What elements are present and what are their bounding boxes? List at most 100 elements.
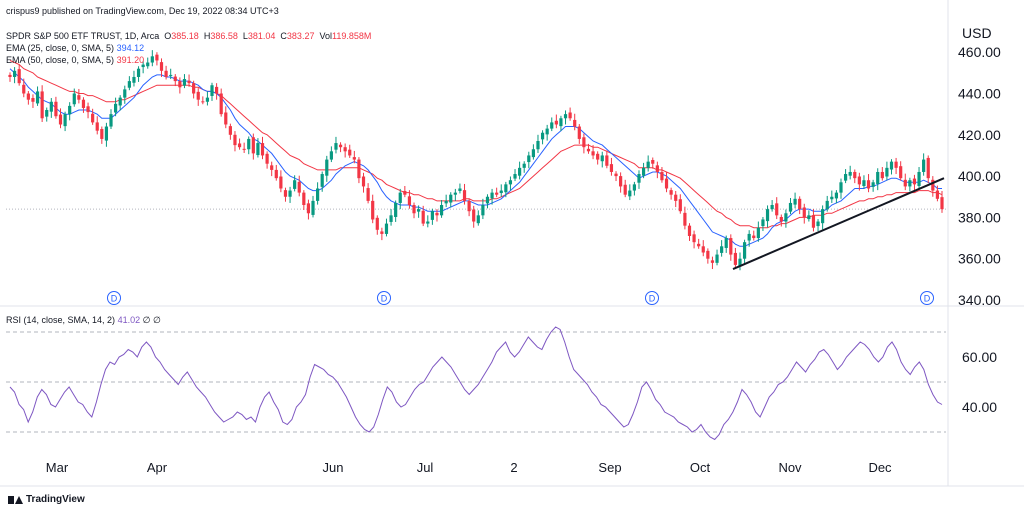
price-tick-label: 340.00 <box>958 292 1001 308</box>
candle-body <box>678 199 682 212</box>
ema50-legend[interactable]: EMA (50, close, 0, SMA, 5) 391.20 <box>6 55 144 66</box>
candle-body <box>848 171 852 176</box>
candle-body <box>793 198 797 205</box>
candle-body <box>811 215 816 228</box>
candle-body <box>403 190 407 195</box>
candle-body <box>100 129 104 139</box>
candle-body <box>651 159 655 164</box>
candle-body <box>495 192 499 195</box>
dividend-marker-label: D <box>924 294 931 304</box>
candle-body <box>866 180 871 189</box>
candle-body <box>31 98 35 102</box>
candle-body <box>311 200 315 215</box>
dividend-marker-icon <box>107 291 121 305</box>
candle-body <box>210 85 214 96</box>
candle-body <box>540 132 545 140</box>
dividend-marker-icon <box>920 291 934 305</box>
candle-body <box>109 114 113 127</box>
candle-body <box>375 217 379 230</box>
candle-body <box>853 171 857 179</box>
candle-body <box>628 190 632 197</box>
candle-body <box>306 203 311 214</box>
candle-body <box>559 118 563 127</box>
candle-body <box>609 164 614 172</box>
ema25-line <box>9 68 942 247</box>
candle-body <box>279 176 283 189</box>
candle-body <box>742 242 747 259</box>
candle-body <box>86 106 90 113</box>
candle-body <box>876 171 880 184</box>
time-tick-label: Jul <box>417 460 434 475</box>
open-value: 385.18 <box>171 31 199 41</box>
candle-body <box>95 122 99 131</box>
ema25-legend[interactable]: EMA (25, close, 0, SMA, 5) 394.12 <box>6 43 144 54</box>
close-value: 383.27 <box>286 31 315 41</box>
tradingview-logo-icon <box>8 495 23 504</box>
ema50-line <box>9 60 943 229</box>
candle-body <box>132 76 136 83</box>
candle-body <box>22 84 26 94</box>
candle-body <box>720 246 724 253</box>
candle-body <box>839 182 843 193</box>
rsi-line <box>9 326 943 441</box>
candle-body <box>251 137 255 154</box>
price-tick-label: 360.00 <box>958 251 1001 267</box>
candle-body <box>518 167 522 176</box>
rsi-label: RSI (14, close, SMA, 14, 2) <box>6 315 116 325</box>
price-tick-label: 460.00 <box>958 44 1001 60</box>
candle-body <box>664 178 669 189</box>
candle-body <box>522 163 526 168</box>
candle-body <box>136 68 141 77</box>
candle-body <box>586 148 591 152</box>
candle-body <box>35 91 40 104</box>
candle-body <box>8 74 12 77</box>
candle-body <box>752 235 756 239</box>
candle-body <box>710 260 715 263</box>
candle-body <box>669 190 673 195</box>
candle-body <box>706 250 710 259</box>
candle-body <box>724 238 728 248</box>
candle-body <box>531 149 535 158</box>
ema50-label: EMA (50, close, 0, SMA, 5) <box>6 55 115 65</box>
candle-body <box>641 167 646 176</box>
time-tick-label: Nov <box>778 460 802 475</box>
candle-body <box>201 101 205 103</box>
candle-body <box>802 207 806 218</box>
candle-body <box>472 209 476 222</box>
published-text: crispus9 published on TradingView.com, D… <box>6 6 279 16</box>
candle-body <box>150 56 154 63</box>
price-tick-label: 440.00 <box>958 86 1001 102</box>
candle-body <box>426 221 430 224</box>
candle-body <box>196 91 200 100</box>
candle-body <box>242 148 246 150</box>
candle-body <box>885 167 889 177</box>
candle-body <box>504 184 508 193</box>
candle-body <box>889 161 894 170</box>
candle-body <box>361 176 366 187</box>
candle-body <box>320 174 324 187</box>
candle-body <box>302 192 306 206</box>
candle-body <box>821 209 825 224</box>
candle-body <box>798 198 802 210</box>
rsi-legend[interactable]: RSI (14, close, SMA, 14, 2) 41.02 ∅ ∅ <box>6 315 161 326</box>
candle-body <box>366 188 370 201</box>
candle-body <box>233 134 237 146</box>
candle-body <box>228 126 232 135</box>
candle-body <box>270 165 274 170</box>
published-line: crispus9 published on TradingView.com, D… <box>6 6 279 17</box>
ema50-value: 391.20 <box>116 55 145 65</box>
candle-body <box>940 197 944 210</box>
ema25-value: 394.12 <box>116 43 145 53</box>
candle-body <box>554 120 558 125</box>
tradingview-brand[interactable]: TradingView <box>8 494 85 505</box>
candle-body <box>12 70 17 77</box>
candle-body <box>747 233 751 241</box>
candle-body <box>159 62 164 71</box>
candle-body <box>788 202 793 212</box>
candle-body <box>412 205 416 214</box>
candle-body <box>917 171 921 187</box>
candle-body <box>178 81 182 88</box>
candle-body <box>40 91 44 119</box>
candle-body <box>563 114 568 119</box>
